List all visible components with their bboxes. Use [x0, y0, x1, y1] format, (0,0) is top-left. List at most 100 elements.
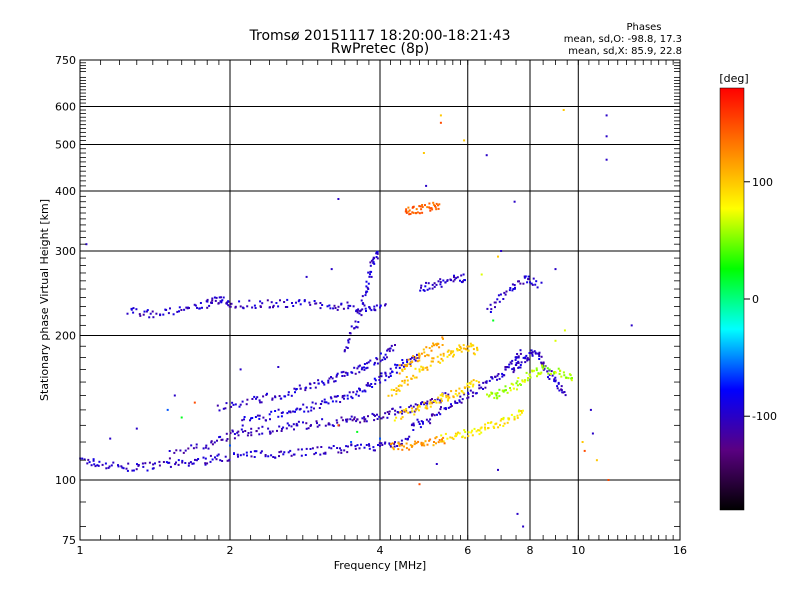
- data-point: [320, 403, 323, 405]
- data-point: [304, 389, 307, 392]
- data-point: [394, 344, 396, 346]
- data-point: [525, 371, 528, 374]
- data-point: [310, 409, 313, 412]
- data-point: [432, 201, 435, 204]
- data-point: [358, 364, 361, 367]
- data-point: [314, 386, 317, 389]
- data-point: [461, 390, 464, 393]
- data-point: [308, 301, 311, 304]
- data-point: [531, 354, 534, 357]
- data-point: [210, 302, 213, 304]
- data-point: [378, 415, 381, 418]
- data-point: [303, 300, 306, 303]
- data-point: [364, 294, 367, 297]
- data-point: [323, 398, 326, 401]
- data-point: [374, 382, 377, 385]
- data-point: [245, 403, 248, 406]
- data-point: [354, 445, 357, 448]
- data-point: [240, 428, 243, 431]
- data-point: [404, 365, 407, 368]
- data-point: [456, 394, 459, 397]
- data-point: [455, 389, 458, 392]
- data-point: [540, 281, 543, 284]
- data-point: [355, 393, 358, 396]
- data-point: [254, 416, 257, 418]
- data-point: [456, 402, 459, 404]
- data-point: [475, 430, 478, 433]
- data-point: [478, 433, 481, 436]
- data-point: [199, 302, 202, 304]
- data-point: [439, 413, 442, 416]
- data-point: [517, 362, 520, 364]
- data-point: [439, 408, 442, 411]
- data-point: [270, 301, 273, 304]
- data-point: [274, 396, 277, 399]
- data-point: [460, 350, 463, 353]
- data-point: [511, 368, 514, 371]
- data-point: [519, 366, 522, 369]
- data-point: [255, 397, 257, 400]
- data-point: [230, 302, 233, 305]
- data-point: [411, 423, 414, 426]
- data-point: [462, 344, 465, 347]
- data-point: [493, 301, 496, 304]
- data-point: [194, 304, 197, 307]
- phases-heading: Phases: [626, 22, 661, 33]
- data-point: [382, 356, 385, 359]
- data-point: [527, 377, 529, 379]
- data-point: [475, 380, 478, 382]
- data-point: [352, 391, 355, 394]
- data-point: [343, 449, 346, 452]
- data-point: [373, 363, 376, 366]
- data-point: [368, 443, 370, 446]
- data-point: [440, 434, 443, 437]
- data-point: [526, 281, 529, 284]
- data-point: [537, 373, 540, 376]
- data-point: [221, 299, 224, 302]
- data-point: [408, 209, 411, 212]
- data-point: [470, 380, 473, 383]
- data-point: [496, 378, 498, 381]
- data-point: [440, 357, 443, 360]
- data-point: [398, 389, 401, 392]
- data-point: [426, 353, 429, 356]
- data-point: [434, 400, 437, 403]
- data-point: [466, 345, 469, 348]
- data-point: [342, 307, 345, 310]
- data-point: [418, 212, 421, 215]
- data-point: [516, 414, 519, 417]
- data-point: [418, 404, 421, 407]
- data-point: [432, 342, 435, 345]
- data-point: [204, 457, 207, 460]
- data-point: [480, 431, 483, 434]
- data-point: [269, 306, 271, 309]
- data-point: [247, 432, 250, 434]
- data-point: [360, 368, 363, 371]
- data-point: [384, 303, 387, 306]
- data-point: [326, 305, 329, 308]
- data-point: [280, 450, 283, 453]
- data-point: [336, 395, 339, 397]
- data-point: [246, 454, 248, 457]
- data-point: [485, 154, 488, 157]
- data-point: [496, 392, 499, 394]
- data-point: [259, 401, 262, 404]
- data-point: [283, 301, 286, 303]
- data-point: [309, 448, 312, 450]
- data-point: [216, 439, 218, 442]
- data-point: [239, 368, 242, 371]
- data-point: [407, 206, 410, 209]
- data-point: [512, 367, 515, 370]
- data-point: [201, 306, 203, 309]
- data-point: [429, 209, 432, 212]
- y-tick-labels: 75 100 200 300 400 500 600 750: [55, 54, 76, 547]
- data-point: [443, 407, 446, 410]
- data-point: [531, 370, 534, 373]
- data-point: [282, 453, 285, 456]
- data-point: [218, 296, 221, 299]
- data-point: [340, 416, 343, 419]
- data-point: [425, 405, 428, 408]
- data-point: [358, 447, 361, 450]
- data-point: [361, 295, 364, 298]
- data-point: [464, 436, 467, 439]
